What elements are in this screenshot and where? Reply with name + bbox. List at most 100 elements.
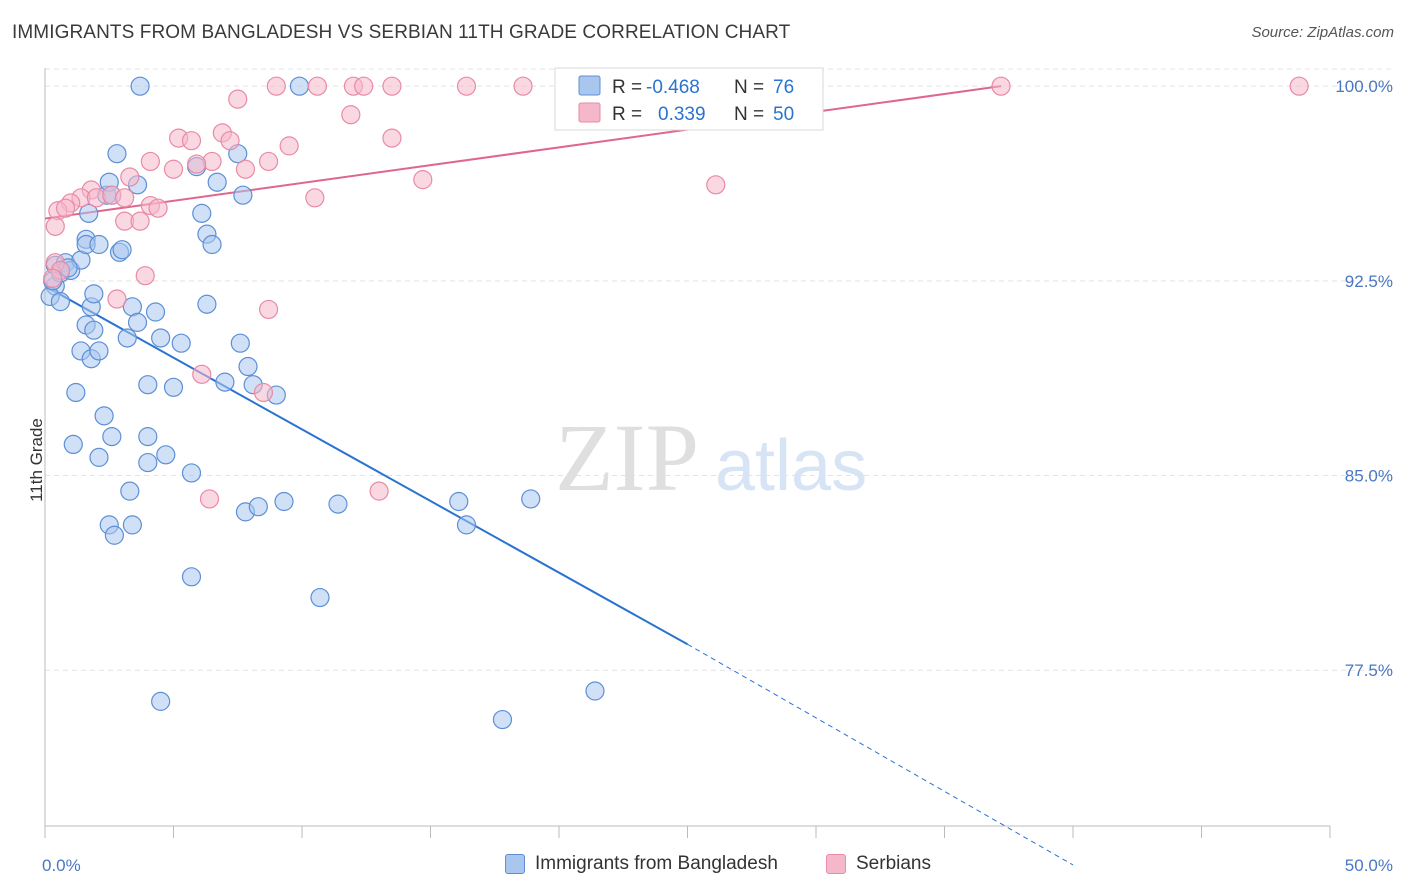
- bangladesh-point-34: [192, 203, 212, 223]
- correlation-legend: R = -0.468 N = 76 R = 0.339 N = 50: [554, 67, 824, 131]
- bangladesh-point-67: [310, 587, 330, 608]
- serbians-point-43: [43, 268, 63, 288]
- bangladesh-point-32: [171, 333, 191, 353]
- y-tick-labels: 77.5% 85.0% 92.5% 100.0%: [1335, 77, 1393, 680]
- trend-line-bangladesh: [44, 285, 688, 646]
- y-tick-label-3: 100.0%: [1335, 77, 1393, 96]
- legend-blue-n-label: N =: [734, 77, 764, 98]
- trend-line-serbians: [44, 85, 1002, 220]
- serbians-point-23: [235, 159, 256, 179]
- serbians-point-37: [305, 188, 325, 208]
- serbians-point-9: [1289, 76, 1309, 96]
- bangladesh-point-29: [127, 312, 148, 332]
- bangladesh-point-59: [104, 525, 124, 545]
- bangladesh-point-42: [238, 356, 258, 377]
- bangladesh-point-31: [151, 328, 171, 348]
- legend-blue-r-label: R =: [612, 77, 642, 98]
- bangladesh-point-27: [117, 328, 137, 348]
- bangladesh-point-15: [89, 234, 109, 255]
- serbians-point-21: [258, 151, 279, 172]
- serbians-point-39: [130, 211, 150, 231]
- bangladesh-point-49: [89, 447, 109, 467]
- bangladesh-point-36: [202, 234, 222, 255]
- legend-blue-n-value: 76: [773, 77, 794, 98]
- serbians-point-10: [228, 89, 248, 109]
- bangladesh-point-37: [207, 172, 227, 192]
- trend-line-bangladesh-extension: [687, 643, 1074, 866]
- bangladesh-point-1: [289, 76, 310, 96]
- serbians-point-20: [187, 154, 207, 174]
- serbians-point-4: [382, 76, 402, 96]
- y-tick-label-1: 85.0%: [1345, 467, 1393, 486]
- serbians-point-50: [369, 481, 389, 501]
- bangladesh-point-48: [63, 434, 83, 455]
- serbians-point-47: [192, 364, 212, 384]
- bangladesh-point-63: [328, 494, 348, 514]
- serbians-point-25: [413, 170, 433, 190]
- bangladesh-point-40: [233, 185, 253, 205]
- source-credit: Source: ZipAtlas.com: [1251, 24, 1394, 41]
- bangladesh-point-38: [197, 294, 217, 314]
- watermark-atlas: atlas: [715, 426, 867, 506]
- serbians-point-26: [706, 175, 726, 195]
- bangladesh-point-12: [79, 203, 99, 223]
- serbians-point-45: [107, 289, 127, 309]
- chart-title: IMMIGRANTS FROM BANGLADESH VS SERBIAN 11…: [12, 22, 791, 43]
- serbians-point-31: [115, 188, 135, 208]
- x-tick-label-0: 0.0%: [42, 856, 81, 875]
- watermark-zip: ZIP: [555, 404, 699, 511]
- watermark: ZIP atlas: [555, 404, 867, 511]
- serbians-point-24: [120, 167, 140, 187]
- bangladesh-point-61: [248, 497, 268, 517]
- bangladesh-point-45: [66, 382, 86, 403]
- bangladesh-point-55: [181, 463, 202, 483]
- bangladesh-point-26: [89, 341, 109, 361]
- bangladesh-point-54: [163, 377, 184, 397]
- serbians-point-40: [45, 216, 65, 236]
- serbians-point-3: [354, 76, 374, 96]
- y-tick-label-0: 77.5%: [1345, 661, 1393, 680]
- serbians-point-18: [140, 151, 160, 172]
- serbians-point-0: [266, 76, 286, 96]
- bangladesh-point-18: [107, 144, 127, 164]
- bangladesh-point-51: [138, 452, 158, 473]
- x-tick-label-1: 50.0%: [1345, 856, 1393, 875]
- serbians-point-48: [253, 382, 274, 403]
- serbians-point-46: [258, 299, 279, 320]
- serbians-point-22: [163, 159, 184, 179]
- legend-item-bangladesh: Immigrants from Bangladesh: [505, 853, 778, 875]
- bangladesh-point-41: [230, 333, 250, 353]
- legend-swatch-serbians: [826, 854, 846, 874]
- legend-swatch-bangladesh: [505, 854, 525, 874]
- bangladesh-point-62: [274, 491, 294, 512]
- bangladesh-point-0: [130, 76, 150, 96]
- series-serbians: [43, 76, 1309, 509]
- bangladesh-point-71: [585, 681, 605, 701]
- bangladesh-point-68: [181, 567, 202, 587]
- y-tick-label-2: 92.5%: [1345, 272, 1393, 291]
- serbians-point-36: [148, 198, 168, 218]
- series-legend: Immigrants from Bangladesh Serbians: [0, 853, 1406, 877]
- bangladesh-point-56: [120, 481, 140, 501]
- serbians-point-1: [307, 76, 328, 96]
- legend-swatch-blue: [578, 75, 601, 96]
- legend-item-serbians: Serbians: [826, 853, 931, 875]
- legend-blue-r-value: -0.468: [646, 77, 700, 98]
- x-tick-labels: 0.0% 50.0%: [42, 856, 1393, 875]
- bangladesh-point-69: [151, 691, 171, 711]
- bangladesh-point-64: [449, 491, 469, 512]
- serbians-point-13: [220, 131, 240, 151]
- legend-label-serbians: Serbians: [856, 853, 931, 874]
- serbians-point-49: [199, 489, 220, 509]
- serbians-point-6: [513, 76, 533, 96]
- legend-pink-r-value: 0.339: [658, 104, 706, 125]
- bangladesh-point-57: [122, 515, 142, 535]
- bangladesh-point-52: [156, 445, 176, 465]
- bangladesh-point-66: [521, 489, 541, 509]
- serbians-point-5: [456, 76, 477, 96]
- serbians-point-16: [279, 136, 299, 156]
- bangladesh-point-30: [145, 302, 166, 322]
- bangladesh-point-46: [94, 406, 114, 426]
- bangladesh-point-70: [492, 709, 513, 730]
- serbians-point-15: [181, 131, 202, 151]
